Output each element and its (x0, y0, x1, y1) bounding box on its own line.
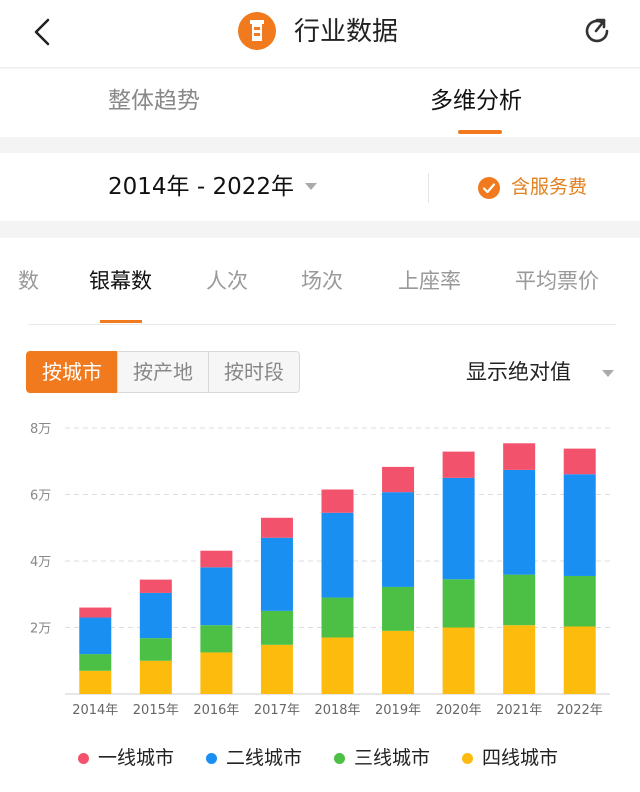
bar-segment[interactable] (563, 575, 596, 627)
tab-overall-trend[interactable]: 整体趋势 (108, 88, 200, 114)
bar-segment[interactable] (139, 592, 172, 639)
bar-segment[interactable] (139, 579, 172, 593)
y-tick-label: 4万 (30, 555, 51, 570)
stacked-bar-chart: 2万 4万 6万 8万 2014年 2015年 2016年 2017年 2018年 2019年 20… (30, 422, 610, 718)
bar-segment[interactable] (503, 443, 536, 470)
check-circle-icon[interactable] (478, 177, 500, 199)
legend-dot-icon (462, 753, 473, 764)
bar-segment[interactable] (321, 489, 354, 513)
bar-segment[interactable] (382, 586, 415, 631)
legend-label: 二线城市 (226, 747, 303, 769)
bar-segment[interactable] (79, 617, 112, 655)
bar-segment[interactable] (200, 550, 233, 568)
bar-segment[interactable] (260, 537, 293, 611)
bar-segment[interactable] (200, 652, 233, 694)
segment-by-origin[interactable]: 按产地 (117, 351, 209, 393)
bar-segment[interactable] (79, 607, 112, 618)
legend-dot-icon (334, 753, 345, 764)
year-range-select[interactable]: 2014年 - 2022年 (108, 174, 294, 200)
bar-segment[interactable] (260, 517, 293, 538)
metric-tab-screens[interactable]: 银幕数 (89, 269, 152, 293)
bar-segment[interactable] (321, 597, 354, 638)
bar-segment[interactable] (382, 630, 415, 694)
page-title: 行业数据 (294, 17, 399, 47)
chart-legend: 一线城市 二线城市 三线城市 四线城市 (0, 740, 640, 776)
bar-segment[interactable] (563, 448, 596, 475)
x-tick-label: 2022年 (557, 703, 603, 718)
bar-segment[interactable] (503, 625, 536, 694)
lighthouse-logo-icon (238, 12, 276, 50)
x-tick-label: 2017年 (254, 703, 300, 718)
bar-segment[interactable] (503, 574, 536, 626)
bar-segment[interactable] (563, 626, 596, 694)
legend-label: 三线城市 (354, 747, 431, 769)
bar-segment[interactable] (382, 492, 415, 587)
tab-multi-dimension[interactable]: 多维分析 (430, 88, 522, 114)
x-tick-label: 2018年 (314, 703, 360, 718)
divider (28, 324, 616, 325)
x-tick-label: 2021年 (496, 703, 542, 718)
bar-segment[interactable] (442, 477, 475, 580)
analysis-card: 数 银幕数 人次 场次 上座率 平均票价 按城市 按产地 按时段 显示绝对值 2… (0, 238, 640, 792)
x-tick-label: 2020年 (436, 703, 482, 718)
bar-segment[interactable] (79, 654, 112, 671)
active-metric-indicator (100, 320, 142, 323)
dimension-segmented-control: 按城市 按产地 按时段 (26, 351, 300, 393)
x-tick-label: 2016年 (193, 703, 239, 718)
bar-segment[interactable] (139, 638, 172, 661)
bar-segment[interactable] (442, 451, 475, 478)
bar-segment[interactable] (260, 610, 293, 645)
bar-segment[interactable] (139, 660, 172, 694)
y-tick-label: 8万 (30, 422, 51, 437)
metric-tab-partial[interactable]: 数 (18, 269, 39, 293)
bar-segment[interactable] (382, 466, 415, 493)
caret-down-icon[interactable] (305, 183, 317, 190)
segment-by-time[interactable]: 按时段 (208, 351, 300, 393)
bar-segment[interactable] (442, 627, 475, 695)
metric-tab-showings[interactable]: 场次 (301, 269, 343, 293)
x-tick-label: 2015年 (133, 703, 179, 718)
metric-tab-occupancy[interactable]: 上座率 (398, 269, 461, 293)
legend-label: 四线城市 (482, 747, 559, 769)
service-fee-toggle-label[interactable]: 含服务费 (511, 176, 588, 198)
x-tick-label: 2019年 (375, 703, 421, 718)
filter-bar: 2014年 - 2022年 含服务费 (0, 153, 640, 221)
bar-segment[interactable] (200, 567, 233, 626)
bar-segment[interactable] (79, 670, 112, 694)
top-bar: 行业数据 (0, 0, 640, 68)
bar-segment[interactable] (321, 512, 354, 598)
y-tick-label: 2万 (30, 622, 51, 637)
y-tick-label: 6万 (30, 489, 51, 504)
bar-segment[interactable] (321, 637, 354, 694)
legend-dot-icon (206, 753, 217, 764)
legend-dot-icon (78, 753, 89, 764)
bar-segment[interactable] (563, 474, 596, 576)
metric-tab-avg-price[interactable]: 平均票价 (515, 269, 599, 293)
segment-by-city[interactable]: 按城市 (26, 351, 118, 393)
divider (428, 173, 429, 203)
value-mode-select[interactable]: 显示绝对值 (466, 360, 571, 384)
x-tick-label: 2014年 (72, 703, 118, 718)
bar-segment[interactable] (503, 469, 536, 575)
back-icon[interactable] (26, 14, 62, 50)
bar-segment[interactable] (200, 625, 233, 653)
metric-tab-admissions[interactable]: 人次 (206, 269, 248, 293)
main-tabs: 整体趋势 多维分析 (0, 69, 640, 137)
legend-label: 一线城市 (98, 747, 175, 769)
bar-segment[interactable] (260, 644, 293, 694)
metric-tabs: 数 银幕数 人次 场次 上座率 平均票价 (0, 238, 640, 328)
active-tab-indicator (458, 130, 502, 134)
bar-segment[interactable] (442, 579, 475, 628)
caret-down-icon[interactable] (602, 370, 614, 377)
refresh-icon[interactable] (580, 14, 614, 48)
